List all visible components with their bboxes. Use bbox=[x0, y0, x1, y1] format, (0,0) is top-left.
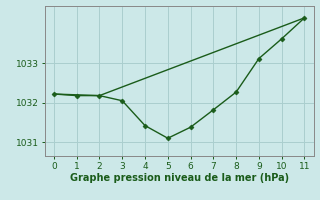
X-axis label: Graphe pression niveau de la mer (hPa): Graphe pression niveau de la mer (hPa) bbox=[70, 173, 289, 183]
